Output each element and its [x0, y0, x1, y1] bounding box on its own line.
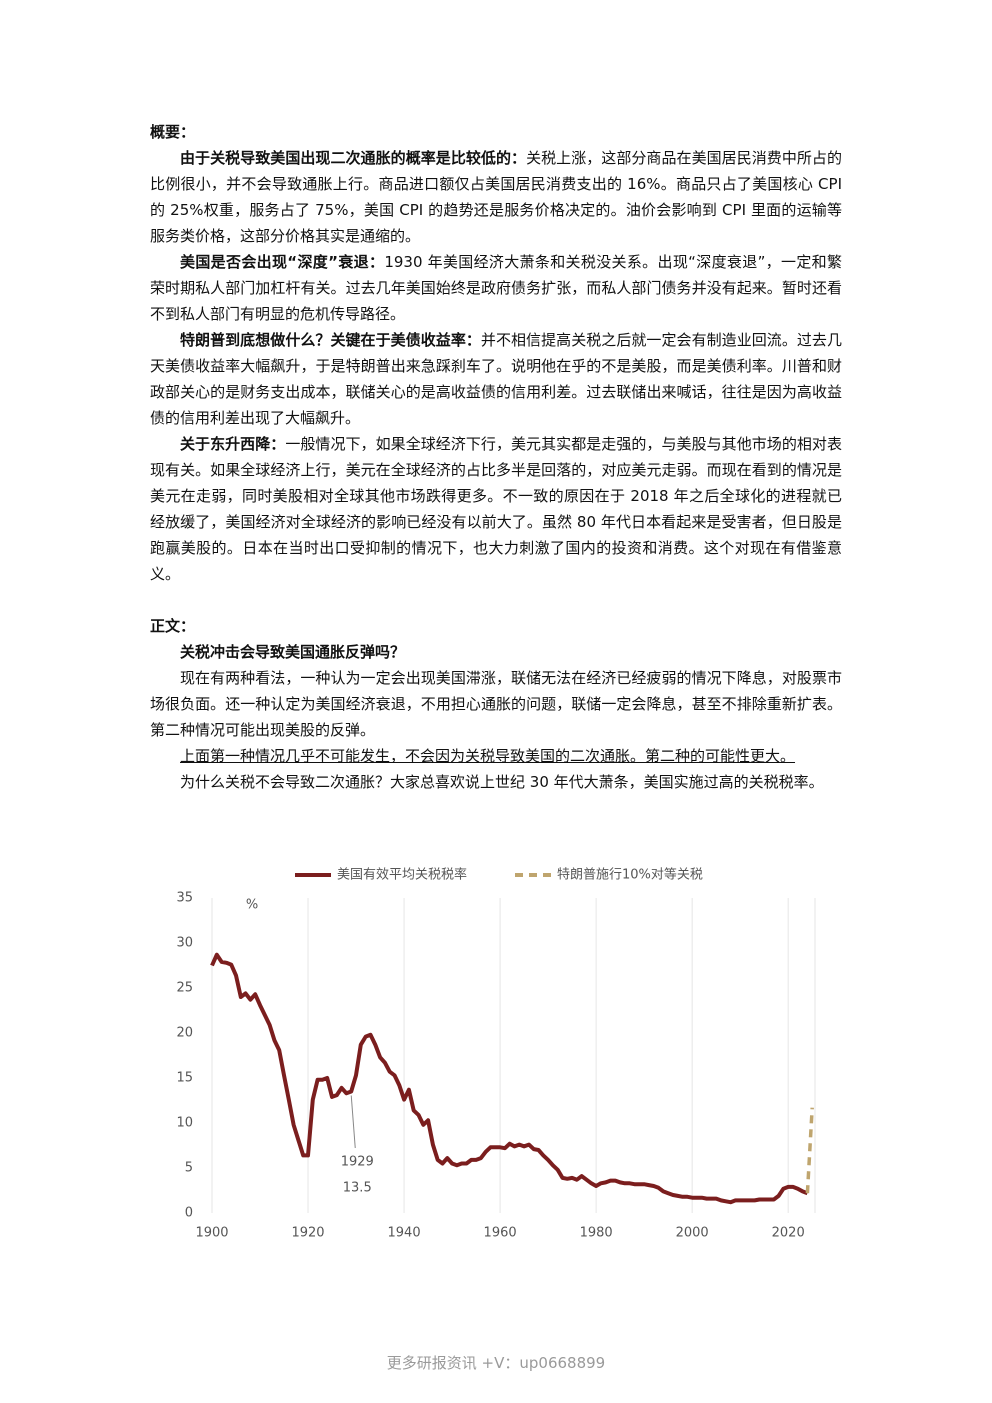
subheading: 关税冲击会导致美国通胀反弹吗？ — [180, 643, 406, 661]
annotation-label: 1929 — [341, 1155, 374, 1170]
x-tick-label: 1940 — [388, 1226, 421, 1241]
y-tick-label: 0 — [185, 1206, 193, 1221]
paragraph: 为什么关税不会导致二次通胀？大家总喜欢说上世纪 30 年代大萧条，美国实施过高的… — [180, 773, 824, 791]
x-tick-label: 1920 — [291, 1226, 324, 1241]
underlined-text: 上面第一种情况几乎不可能发生，不会因为关税导致美国的二次通胀。第二种的可能性更大… — [180, 747, 796, 765]
text: 并不相信提高关税之后就一定会有制造业回流。过去几天美债收益率大幅飙升，于是特朗普… — [150, 331, 842, 427]
bold-lead: 由于关税导致美国出现二次通胀的概率是比较低的： — [180, 149, 527, 167]
x-tick-label: 2020 — [772, 1226, 805, 1241]
document: 概要： 由于关税导致美国出现二次通胀的概率是比较低的：关税上涨，这部分商品在美国… — [150, 119, 842, 795]
bold-lead: 关于东升西降： — [180, 435, 286, 453]
x-tick-label: 1980 — [580, 1226, 613, 1241]
legend-label: 美国有效平均关税税率 — [337, 867, 467, 883]
x-tick-label: 1900 — [195, 1226, 228, 1241]
y-tick-label: 30 — [176, 936, 193, 951]
y-tick-label: 5 — [185, 1161, 193, 1176]
footer: 更多研报资讯 +V：up0668899 — [386, 1354, 606, 1372]
x-tick-label: 1960 — [484, 1226, 517, 1241]
y-tick-label: 15 — [176, 1071, 193, 1086]
annotation-leader — [350, 1095, 356, 1149]
text: 1930 年美国经济大萧条和关税没关系。出现“深度衰退”，一定和繁荣时期私人部门… — [150, 253, 842, 323]
chart: 1900 1920 1940 1960 1980 2000 2020 0 5 10 15 20 25 30… — [176, 867, 816, 1241]
annotation-value: 13.5 — [343, 1181, 372, 1196]
x-tick-label: 2000 — [676, 1226, 709, 1241]
y-axis-label: % — [246, 898, 258, 913]
heading: 概要： — [150, 123, 196, 141]
y-tick-label: 35 — [176, 891, 193, 906]
text: 一般情况下，如果全球经济下行，美元其实都是走强的，与美股与其他市场的相对表现有关… — [150, 435, 842, 583]
series-line — [210, 952, 809, 1205]
paragraph: 美国是否会出现“深度”衰退：1930 年美国经济大萧条和关税没关系。出现“深度衰… — [150, 249, 842, 327]
heading: 正文： — [150, 617, 196, 635]
y-tick-label: 20 — [176, 1026, 193, 1041]
paragraph: 由于关税导致美国出现二次通胀的概率是比较低的：关税上涨，这部分商品在美国居民消费… — [150, 145, 842, 249]
bold-lead: 特朗普到底想做什么？关键在于美债收益率： — [180, 331, 481, 349]
paragraph: 特朗普到底想做什么？关键在于美债收益率：并不相信提高关税之后就一定会有制造业回流… — [150, 327, 842, 431]
text: 关税上涨，这部分商品在美国居民消费中所占的比例很小，并不会导致通胀上行。商品进口… — [150, 149, 842, 245]
paragraph: 关于东升西降：一般情况下，如果全球经济下行，美元其实都是走强的，与美股与其他市场… — [150, 431, 842, 587]
y-tick-label: 25 — [176, 981, 193, 996]
y-tick-label: 10 — [176, 1116, 193, 1131]
legend-label: 特朗普施行10%对等关税 — [557, 867, 703, 883]
series-line — [805, 1107, 814, 1194]
paragraph: 上面第一种情况几乎不可能发生，不会因为关税导致美国的二次通胀。第二种的可能性更大… — [150, 743, 842, 769]
paragraph: 现在有两种看法，一种认为一定会出现美国滞涨，联储无法在经济已经疲弱的情况下降息，… — [150, 669, 842, 739]
bold-lead: 美国是否会出现“深度”衰退： — [180, 253, 385, 271]
